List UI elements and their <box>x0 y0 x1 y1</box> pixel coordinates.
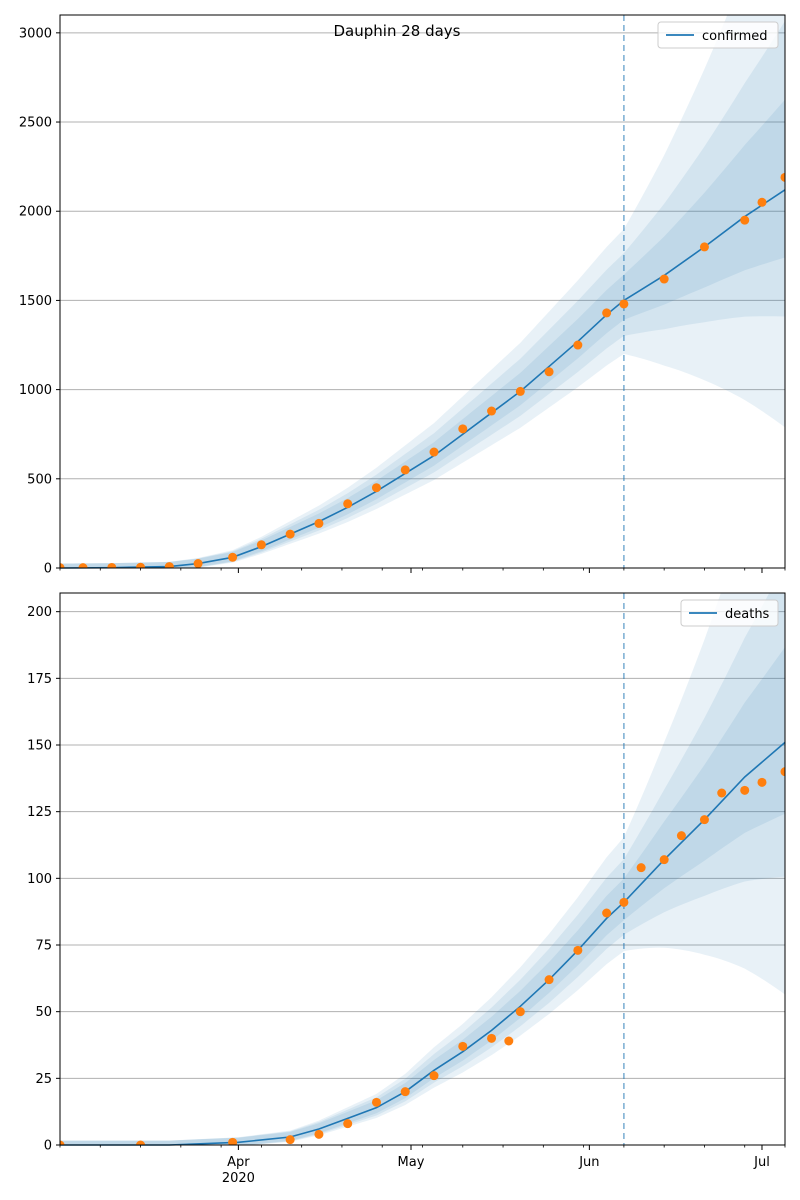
chart-title: Dauphin 28 days <box>334 22 461 40</box>
observed-point <box>193 559 203 568</box>
legend-box <box>680 599 779 627</box>
observed-point <box>371 483 381 493</box>
observed-point <box>314 518 324 528</box>
observed-point <box>487 1033 497 1043</box>
legend: confirmed <box>657 21 779 49</box>
observed-point <box>78 563 88 568</box>
y-tick-label: 150 <box>27 739 52 754</box>
observed-point <box>228 1137 238 1145</box>
y-tick-label: 25 <box>35 1072 52 1087</box>
x-tick-label: May <box>398 1155 425 1170</box>
observed-point <box>60 1140 65 1145</box>
y-tick-label: 50 <box>35 1005 52 1020</box>
uncertainty-band <box>60 15 785 568</box>
observed-point <box>717 788 727 798</box>
observed-point <box>515 386 525 396</box>
observed-point <box>343 499 353 509</box>
y-tick-label: 100 <box>27 872 52 887</box>
legend-box <box>657 21 779 49</box>
y-tick-label: 1500 <box>19 294 52 309</box>
observed-point <box>757 197 767 207</box>
observed-point <box>699 242 709 252</box>
observed-point <box>573 340 583 350</box>
observed-point <box>458 424 468 434</box>
observed-point <box>487 406 497 416</box>
observed-point <box>164 562 174 568</box>
observed-point <box>228 552 238 562</box>
y-tick-label: 175 <box>27 672 52 687</box>
y-tick-label: 0 <box>44 1139 52 1154</box>
uncertainty-band <box>60 647 785 1145</box>
observed-point <box>544 975 554 985</box>
observed-point <box>780 767 785 777</box>
legend: deaths <box>680 599 779 627</box>
observed-point <box>256 540 266 550</box>
observed-point <box>659 855 669 865</box>
observed-point <box>458 1041 468 1051</box>
observed-point <box>400 465 410 475</box>
x-year-label: 2020 <box>222 1171 255 1186</box>
observed-point <box>573 945 583 955</box>
observed-point <box>285 529 295 539</box>
observed-point <box>602 308 612 318</box>
observed-point <box>107 562 117 568</box>
observed-point <box>676 831 686 841</box>
y-tick-label: 125 <box>27 805 52 820</box>
x-tick-label: Jun <box>578 1155 599 1170</box>
observed-point <box>429 1071 439 1081</box>
observed-point <box>60 563 65 568</box>
observed-point <box>636 863 646 873</box>
y-tick-label: 2000 <box>19 205 52 220</box>
observed-point <box>504 1036 514 1046</box>
observed-point <box>371 1097 381 1107</box>
legend-label: confirmed <box>702 29 768 44</box>
observed-point <box>343 1119 353 1129</box>
y-tick-label: 200 <box>27 605 52 620</box>
legend-label: deaths <box>725 607 770 622</box>
observed-point <box>136 1140 146 1145</box>
observed-point <box>515 1007 525 1017</box>
observed-point <box>780 172 785 182</box>
observed-point <box>740 215 750 225</box>
observed-point <box>285 1135 295 1145</box>
observed-point <box>740 785 750 795</box>
deaths-chart-panel: 0 25 50 75 100 125 150 175 200 Apr May Jun Jul 2020 de… <box>27 592 786 1186</box>
x-tick-label: Jul <box>753 1155 770 1170</box>
confirmed-chart-panel: 0 500 1000 1500 2000 2500 3000 Dauphin 28 days c… <box>19 14 786 577</box>
observed-point <box>429 447 439 457</box>
observed-point <box>757 777 767 787</box>
y-tick-label: 0 <box>44 562 52 577</box>
observed-point <box>659 274 669 284</box>
observed-point <box>699 815 709 825</box>
observed-point <box>619 897 629 907</box>
observed-point <box>136 562 146 568</box>
forecast-line <box>60 741 786 1146</box>
observed-point <box>314 1129 324 1139</box>
y-tick-label: 3000 <box>19 26 52 41</box>
y-tick-label: 500 <box>27 472 52 487</box>
observed-point <box>602 908 612 918</box>
y-tick-label: 1000 <box>19 383 52 398</box>
observed-point <box>400 1087 410 1097</box>
y-tick-label: 75 <box>35 939 52 954</box>
observed-point <box>619 299 629 309</box>
y-tick-label: 2500 <box>19 116 52 131</box>
observed-point <box>544 367 554 377</box>
uncertainty-band <box>60 20 785 568</box>
x-tick-label: Apr <box>227 1155 250 1170</box>
